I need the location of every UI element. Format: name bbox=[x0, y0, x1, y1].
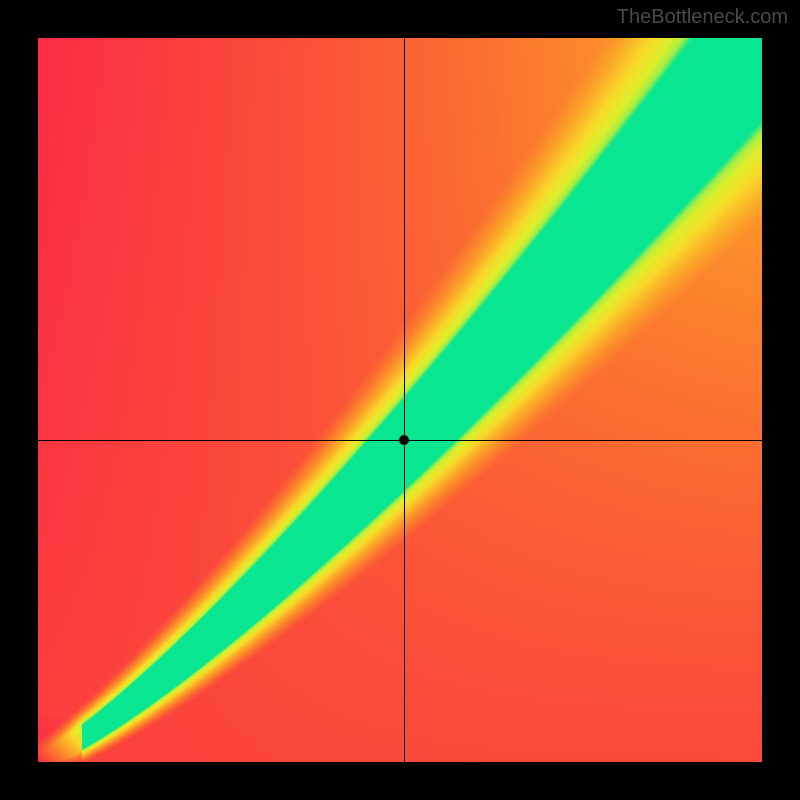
crosshair-vertical bbox=[404, 38, 405, 762]
heatmap-plot bbox=[38, 38, 762, 762]
crosshair-marker bbox=[399, 435, 409, 445]
watermark-text: TheBottleneck.com bbox=[617, 6, 788, 29]
heatmap-canvas bbox=[38, 38, 762, 762]
